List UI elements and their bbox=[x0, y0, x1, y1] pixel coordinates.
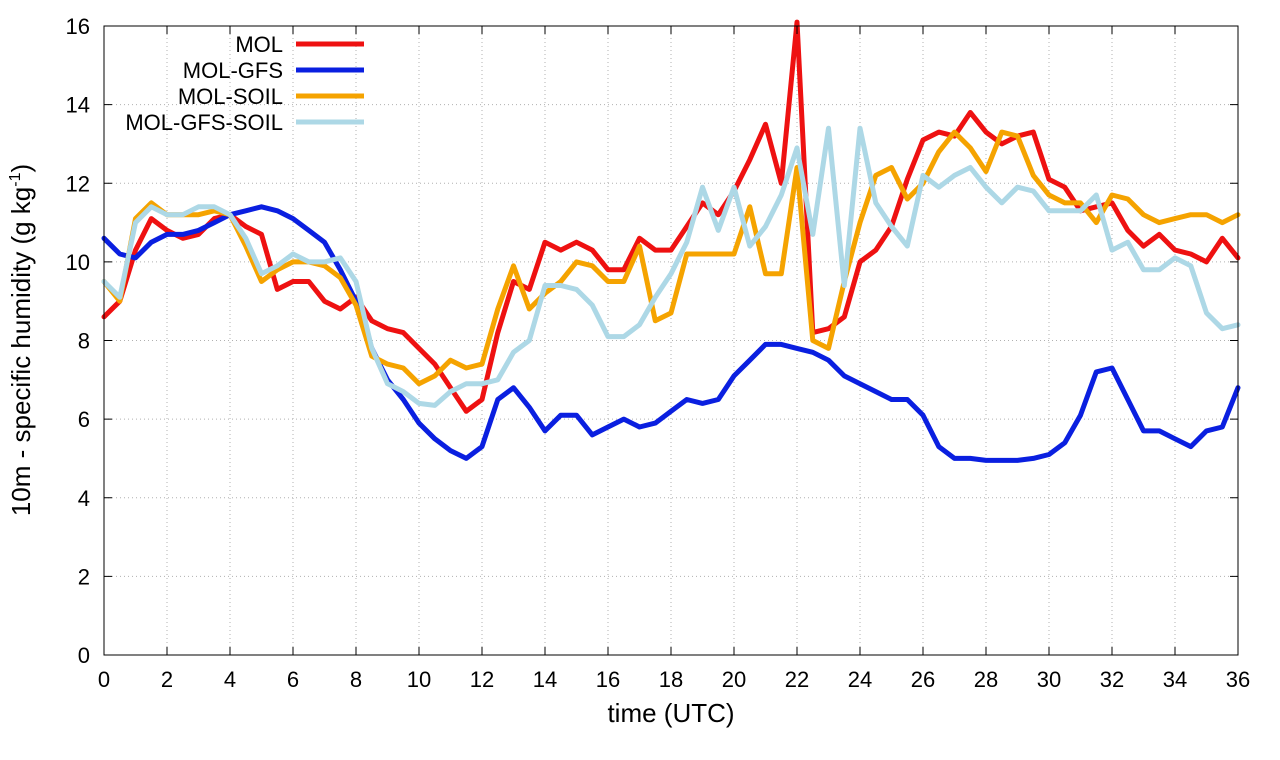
series-layer bbox=[101, 19, 1241, 463]
legend-label-mol-soil: MOL-SOIL bbox=[178, 84, 283, 109]
x-tick-label: 2 bbox=[161, 667, 173, 692]
legend-label-mol-gfs-soil: MOL-GFS-SOIL bbox=[125, 110, 283, 135]
legend-label-mol: MOL bbox=[235, 32, 283, 57]
y-tick-label: 2 bbox=[78, 564, 90, 589]
y-axis-label-close: ) bbox=[6, 164, 36, 173]
x-tick-label: 24 bbox=[848, 667, 872, 692]
y-tick-label: 4 bbox=[78, 486, 90, 511]
x-tick-label: 8 bbox=[350, 667, 362, 692]
y-axis-label: 10m - specific humidity (g kg-1) bbox=[6, 164, 36, 516]
x-axis-label: time (UTC) bbox=[607, 698, 734, 728]
series-line-mol bbox=[101, 19, 1241, 414]
x-tick-label: 28 bbox=[974, 667, 998, 692]
x-tick-label: 20 bbox=[722, 667, 746, 692]
x-tick-label: 12 bbox=[470, 667, 494, 692]
y-tick-label: 6 bbox=[78, 407, 90, 432]
y-axis-label-sup: -1 bbox=[7, 172, 24, 186]
y-tick-label: 16 bbox=[66, 14, 90, 39]
x-tick-label: 10 bbox=[407, 667, 431, 692]
x-tick-label: 36 bbox=[1226, 667, 1250, 692]
series-line-mol-gfs bbox=[101, 204, 1241, 463]
x-tick-label: 34 bbox=[1163, 667, 1187, 692]
y-axis-label-main: 10m - specific humidity (g kg bbox=[6, 187, 36, 516]
series-line-mol-gfs-soil bbox=[101, 125, 1241, 408]
y-tick-label: 12 bbox=[66, 171, 90, 196]
y-tick-label: 8 bbox=[78, 329, 90, 354]
x-tick-label: 16 bbox=[596, 667, 620, 692]
y-tick-label: 0 bbox=[78, 643, 90, 668]
series-line-mol-soil bbox=[101, 129, 1241, 387]
x-tick-label: 26 bbox=[911, 667, 935, 692]
x-tick-label: 6 bbox=[287, 667, 299, 692]
x-tick-label: 4 bbox=[224, 667, 236, 692]
legend-label-mol-gfs: MOL-GFS bbox=[183, 58, 283, 83]
y-tick-label: 10 bbox=[66, 250, 90, 275]
x-tick-label: 32 bbox=[1100, 667, 1124, 692]
x-tick-label: 30 bbox=[1037, 667, 1061, 692]
x-tick-label: 14 bbox=[533, 667, 557, 692]
x-tick-label: 0 bbox=[98, 667, 110, 692]
y-tick-label: 14 bbox=[66, 93, 90, 118]
x-tick-label: 18 bbox=[659, 667, 683, 692]
x-tick-label: 22 bbox=[785, 667, 809, 692]
